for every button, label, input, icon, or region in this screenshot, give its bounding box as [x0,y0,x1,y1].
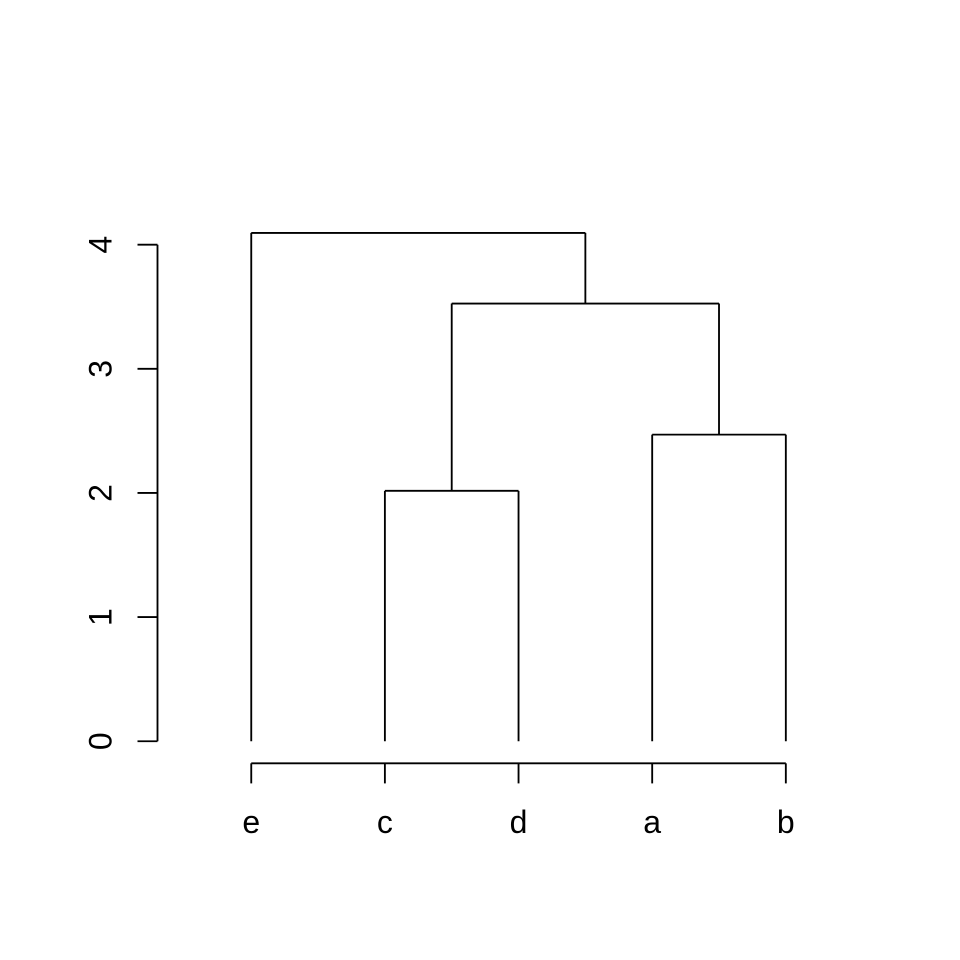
svg-text:4: 4 [82,236,118,254]
svg-text:c: c [377,804,393,840]
svg-text:b: b [777,804,795,840]
svg-text:2: 2 [82,484,118,502]
svg-text:a: a [643,804,661,840]
svg-text:e: e [242,804,260,840]
svg-text:1: 1 [82,608,118,626]
svg-text:3: 3 [82,360,118,378]
svg-text:d: d [510,804,528,840]
svg-text:0: 0 [82,732,118,750]
